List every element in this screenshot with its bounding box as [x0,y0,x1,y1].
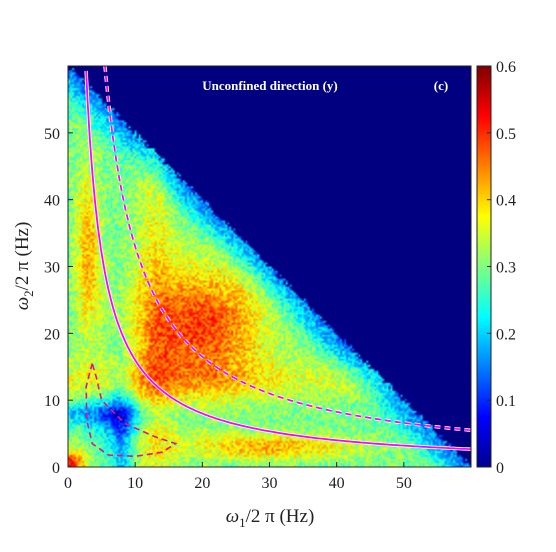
y-axis: 0 10 20 30 40 50 [44,126,73,477]
heatmap-image [68,66,471,467]
chart-annotation: Unconfined direction (y) [202,78,338,93]
x-tick-label: 10 [127,475,143,492]
y-tick-label: 50 [44,126,60,143]
curve-dashed [104,66,471,432]
y-tick-label: 20 [44,326,60,343]
y-axis-label: ω2/2 π (Hz) [12,222,36,311]
x-axis-label-sub: 1 [239,515,246,530]
colorbar-tick-label: 0.4 [496,193,516,210]
y-tick-label: 40 [44,193,60,210]
curve-layer [84,66,471,458]
x-tick-label: 30 [262,475,278,492]
x-tick-label: 50 [396,475,412,492]
colorbar-tick-label: 0.3 [496,260,516,277]
x-axis-label-symbol: ω [226,506,239,527]
colorbar-tick-label: 0.1 [496,393,516,410]
x-axis-label-rest: /2 π (Hz) [246,506,315,527]
y-axis-label-symbol: ω [12,297,33,310]
y-tick-label: 10 [44,393,60,410]
colorbar-tick-label: 0.5 [496,126,516,143]
x-tick-label: 0 [64,475,72,492]
panel-label: (c) [434,78,448,93]
colorbar-tick-label: 0.2 [496,326,516,343]
x-tick-label: 20 [194,475,210,492]
x-axis: 0 10 20 30 40 50 [64,462,412,492]
x-axis-label: ω1/2 π (Hz) [226,506,315,530]
y-tick-label: 30 [44,260,60,277]
colorbar-axis: 0 0.1 0.2 0.3 0.4 0.5 0.6 [487,59,516,477]
y-axis-label-rest: /2 π (Hz) [12,222,33,291]
x-tick-label: 40 [329,475,345,492]
colorbar-tick-label: 0 [496,460,504,477]
y-tick-label: 0 [52,460,60,477]
curve-solid [85,70,471,451]
colorbar-tick-label: 0.6 [496,59,516,76]
y-axis-label-sub: 2 [21,290,36,297]
curve-loop [85,363,178,458]
